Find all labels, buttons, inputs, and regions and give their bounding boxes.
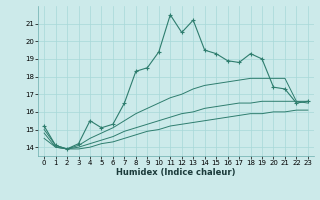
X-axis label: Humidex (Indice chaleur): Humidex (Indice chaleur) (116, 168, 236, 177)
